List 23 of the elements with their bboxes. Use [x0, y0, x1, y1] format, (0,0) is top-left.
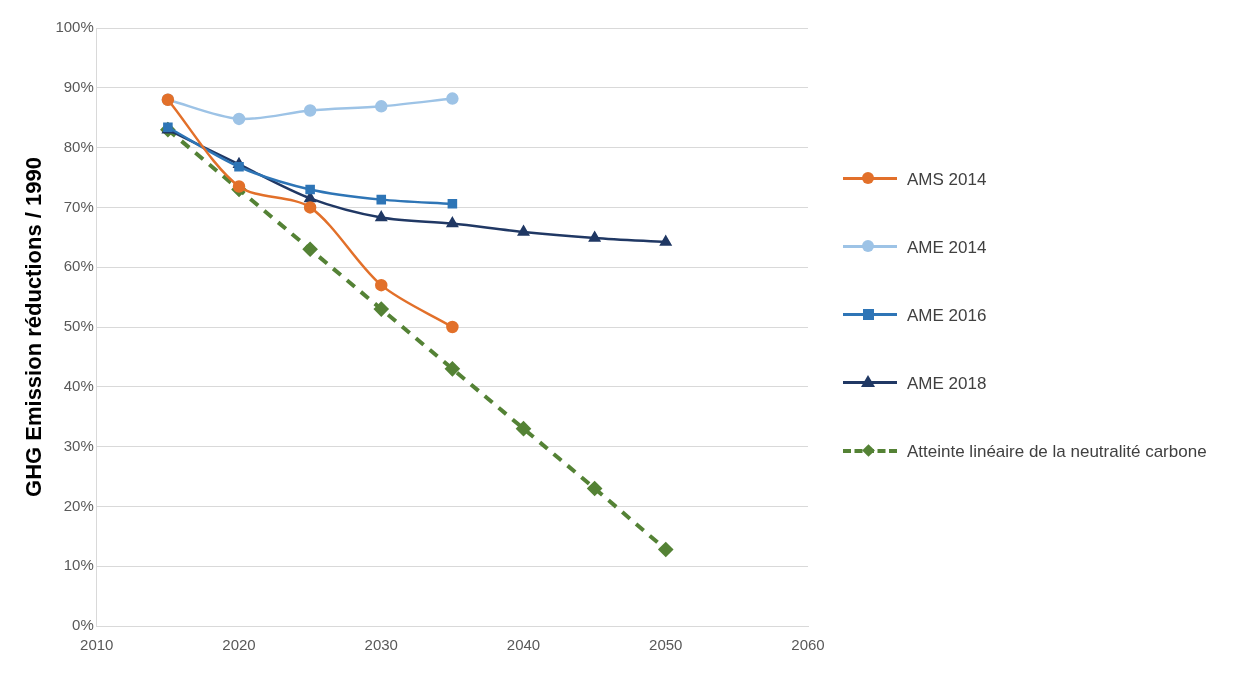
legend-label: AME 2014 — [907, 237, 987, 259]
y-tick-label: 60% — [63, 257, 94, 275]
y-tick-label: 100% — [55, 18, 94, 36]
y-tick-label: 30% — [63, 436, 94, 454]
y-tick-label: 50% — [63, 317, 94, 335]
y-tick-label: 90% — [63, 77, 94, 95]
x-tick-label: 2010 — [80, 636, 114, 654]
y-tick-label: 70% — [63, 197, 94, 215]
y-tick-label: 80% — [63, 137, 94, 155]
y-tick-label: 20% — [63, 496, 94, 514]
x-tick-label: 2020 — [222, 636, 256, 654]
y-tick-label: 0% — [72, 616, 94, 634]
y-tick-label: 10% — [63, 556, 94, 574]
legend-label: AMS 2014 — [907, 169, 987, 191]
y-tick-label: 40% — [63, 376, 94, 394]
legend-label: AME 2018 — [907, 373, 987, 395]
legend-label: AME 2016 — [907, 305, 987, 327]
x-tick-label: 2030 — [364, 636, 398, 654]
legend-label: Atteinte linéaire de la neutralité carbone — [907, 441, 1207, 463]
x-tick-label: 2050 — [649, 636, 683, 654]
x-tick-label: 2040 — [506, 636, 541, 654]
x-tick-label: 2060 — [791, 636, 825, 654]
y-axis-title: GHG Emission réductions / 1990 — [21, 157, 47, 497]
